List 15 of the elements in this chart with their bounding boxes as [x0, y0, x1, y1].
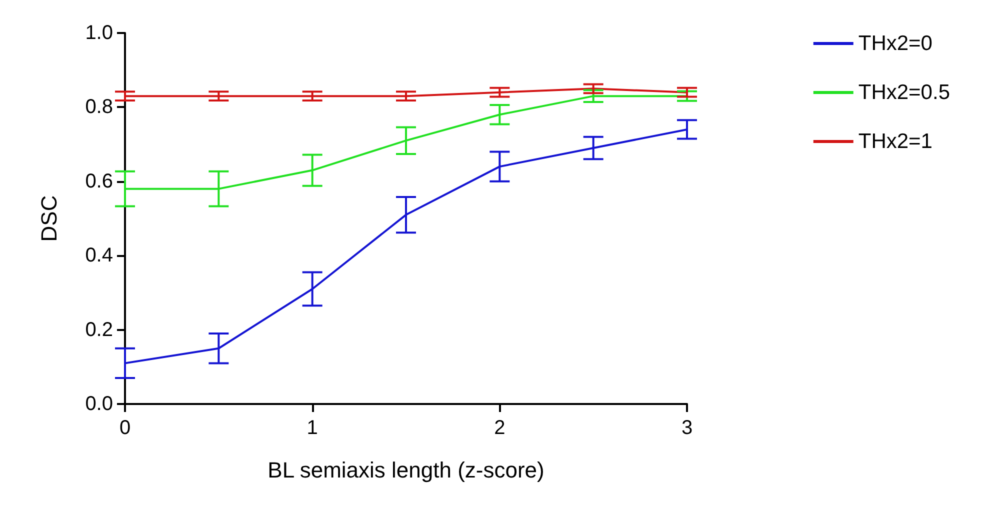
x-tick-label: 0 — [119, 417, 131, 439]
y-tick-label: 0.2 — [85, 318, 113, 341]
x-axis-title: BL semiaxis length (z-score) — [268, 458, 544, 482]
y-tick-label: 0.8 — [85, 96, 113, 118]
legend-label: THx2=1 — [858, 130, 932, 153]
x-tick-label: 3 — [681, 417, 693, 439]
y-tick-label: 0.0 — [85, 393, 113, 415]
y-tick-label: 1.0 — [85, 22, 113, 44]
x-tick-label: 1 — [306, 417, 318, 439]
y-axis-title: DSC — [36, 195, 62, 242]
x-tick-label: 2 — [494, 417, 506, 439]
y-tick-label: 0.4 — [85, 244, 113, 267]
legend-label: THx2=0.5 — [858, 81, 950, 104]
y-tick-label: 0.6 — [85, 170, 113, 192]
legend-label: THx2=0 — [858, 32, 932, 55]
